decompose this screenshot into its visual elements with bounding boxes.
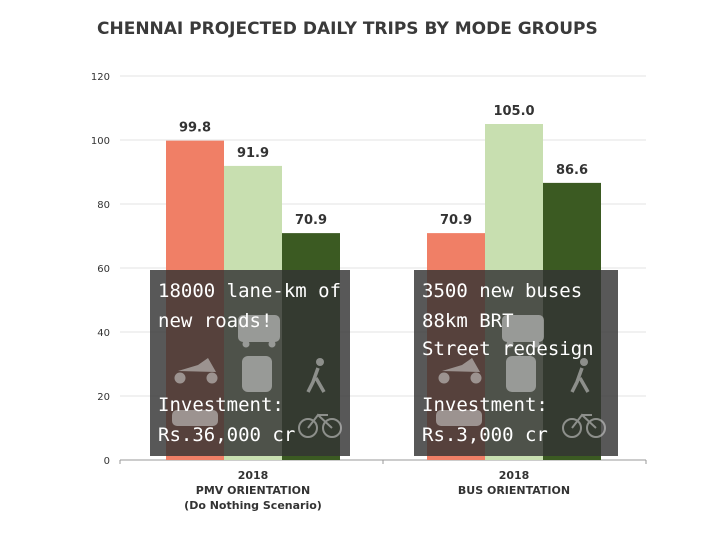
car-icon [436, 410, 482, 426]
category-label: BUS ORIENTATION [458, 484, 570, 497]
y-tick-label: 120 [91, 72, 110, 83]
bar-value-label: 99.8 [179, 121, 211, 136]
pedestrian-icon [570, 358, 590, 393]
overlay-text-line: 18000 lane-km of [158, 280, 341, 302]
bar-value-label: 105.0 [493, 104, 534, 119]
scooter-icon [438, 358, 482, 384]
overlay-text-line: Investment: [158, 394, 284, 416]
y-tick-label: 60 [97, 264, 110, 275]
category-labels: 2018 PMV ORIENTATION (Do Nothing Scenario)… [184, 469, 570, 512]
y-tick-label: 40 [97, 328, 110, 339]
bar-value-label: 86.6 [556, 163, 588, 178]
chart-title: CHENNAI PROJECTED DAILY TRIPS BY MODE GR… [97, 19, 598, 39]
y-tick-label: 0 [104, 456, 110, 467]
category-label: 2018 [499, 469, 530, 482]
overlay-text-line: Street redesign [422, 338, 594, 360]
y-tick-label: 20 [97, 392, 110, 403]
overlay-text-line: 3500 new buses [422, 280, 582, 302]
bar-value-label: 70.9 [440, 213, 472, 228]
overlay-text-line: 88km BRT [422, 310, 514, 332]
train-icon [242, 356, 272, 392]
bar-value-label: 91.9 [237, 146, 269, 161]
scooter-icon [174, 358, 218, 384]
category-label: PMV ORIENTATION [196, 484, 310, 497]
overlay-box: 18000 lane-km of new roads! Investment: Rs.… [150, 270, 350, 456]
overlays: 18000 lane-km of new roads! Investment: Rs.… [150, 270, 618, 456]
overlay-text-line: new roads! [158, 310, 272, 332]
overlay-box: 3500 new buses 88km BRT Street redesign Inv… [414, 270, 618, 456]
car-icon [172, 410, 218, 426]
category-label: (Do Nothing Scenario) [184, 499, 322, 512]
bicycle-icon [298, 413, 342, 438]
bicycle-icon [562, 413, 606, 438]
overlay-text-line: Rs.36,000 cr [158, 424, 295, 446]
data-labels: 99.8 91.9 70.9 70.9 105.0 86.6 [179, 104, 588, 228]
overlay-text-line: Investment: [422, 394, 548, 416]
bar-value-label: 70.9 [295, 213, 327, 228]
y-axis: 0 20 40 60 80 100 120 [91, 72, 110, 467]
bus-icon [238, 315, 280, 348]
category-label: 2018 [238, 469, 269, 482]
y-tick-label: 100 [91, 136, 110, 147]
y-tick-label: 80 [97, 200, 110, 211]
train-icon [506, 356, 536, 392]
pedestrian-icon [306, 358, 326, 393]
overlay-text-line: Rs.3,000 cr [422, 424, 548, 446]
bus-icon [502, 315, 544, 348]
